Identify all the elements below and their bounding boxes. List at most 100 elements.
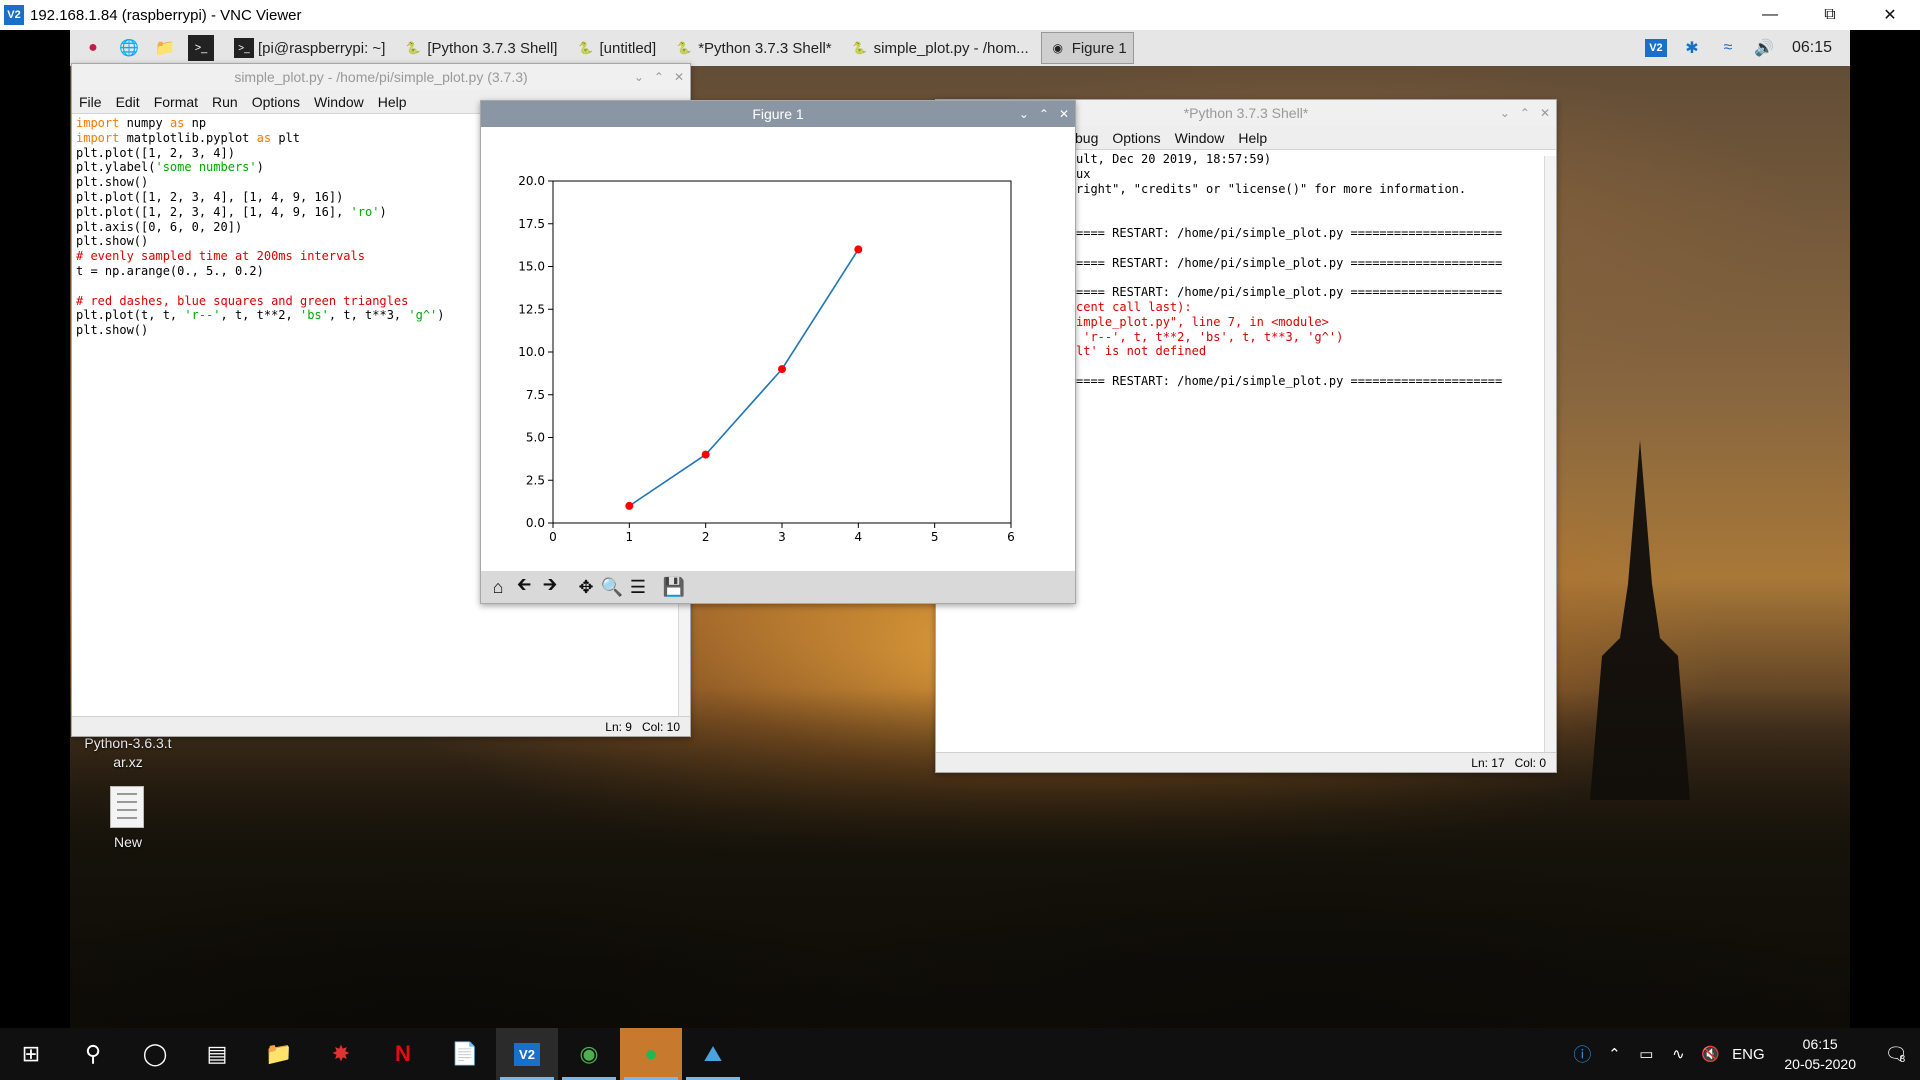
chrome-icon[interactable]: ◉ — [558, 1028, 620, 1080]
cortana-icon[interactable]: ◯ — [142, 1041, 168, 1066]
terminal-icon: >_ — [234, 38, 254, 58]
shell-line — [1076, 211, 1552, 226]
back-icon[interactable]: 🡰 — [516, 574, 532, 594]
bluetooth-icon[interactable]: ✱ — [1685, 40, 1699, 57]
editor-menu-file[interactable]: File — [79, 93, 102, 110]
maximize-icon[interactable]: ⌃ — [1519, 106, 1530, 120]
wifi-icon[interactable]: ≈ — [1723, 39, 1733, 56]
pi-task-3[interactable]: 🐍 *Python 3.7.3 Shell* — [668, 32, 837, 64]
plot-frame — [552, 180, 1012, 524]
file-explorer-icon[interactable]: 📁 — [265, 1041, 293, 1066]
shell-menu-window[interactable]: Window — [1174, 129, 1225, 146]
zoom-icon[interactable]: 🔍 — [600, 576, 624, 597]
matplotlib-icon: ◉ — [1052, 41, 1063, 55]
editor-menu-help[interactable]: Help — [377, 93, 407, 110]
pi-task-label: simple_plot.py - /hom... — [873, 39, 1029, 57]
x-tick-label: 0 — [549, 530, 557, 544]
vnc-viewer-icon[interactable]: V2 — [496, 1028, 558, 1080]
vnc-logo-icon: V2 — [4, 5, 24, 25]
terminal-icon[interactable]: >_ — [188, 35, 214, 61]
forward-icon[interactable]: 🡲 — [542, 574, 558, 594]
chevron-down-icon[interactable]: ⌄ — [1018, 107, 1029, 121]
pi-task-label: Figure 1 — [1071, 39, 1127, 57]
pi-task-4[interactable]: 🐍 simple_plot.py - /hom... — [844, 32, 1035, 64]
web-browser-icon[interactable]: 🌐 — [119, 40, 139, 57]
editor-menu-edit[interactable]: Edit — [115, 93, 140, 110]
code-line: plt.show() — [76, 175, 149, 190]
vnc-tray-icon[interactable]: V2 — [1638, 30, 1674, 66]
pi-task-5[interactable]: ◉ Figure 1 — [1040, 32, 1134, 64]
pi-task-label: [Python 3.7.3 Shell] — [427, 39, 558, 57]
save-icon[interactable]: 💾 — [662, 576, 686, 597]
pi-task-1[interactable]: 🐍 [Python 3.7.3 Shell] — [397, 32, 563, 64]
sticky-folder-icon[interactable]: 📄 — [451, 1041, 479, 1066]
code-line: plt.plot([1, 2, 3, 4]) — [76, 145, 235, 160]
windows-tray: ⓘ ⌃ ▭ ∿ 🔇 ENG 06:15 20-05-2020 🗨 8 — [1566, 1028, 1920, 1080]
y-tick-label: 2.5 — [526, 473, 545, 487]
line-chart: 0 1 2 3 4 5 6 0.0 2.5 5.0 7.5 10.0 12.5 15.0 17.5 20.0 — [481, 127, 1075, 571]
notifications-icon[interactable]: 🗨 8 — [1884, 1043, 1908, 1065]
help-icon[interactable]: ⓘ — [1573, 1045, 1592, 1065]
editor-menu-format[interactable]: Format — [153, 93, 199, 110]
editor-menu-options[interactable]: Options — [251, 93, 300, 110]
shell-output-area[interactable]: ult, Dec 20 2019, 18:57:59) ux right", "cr… — [936, 150, 1556, 391]
photos-icon[interactable]: ⛰ — [682, 1028, 744, 1080]
chevron-down-icon[interactable]: ⌄ — [1499, 106, 1510, 120]
close-icon[interactable]: ✕ — [1058, 107, 1069, 121]
code-line: plt.ylabel('some numbers') — [76, 160, 264, 175]
home-icon[interactable]: ⌂ — [492, 576, 504, 597]
volume-icon[interactable]: 🔊 — [1753, 40, 1774, 57]
figure-toolbar: ⌂ 🡰 🡲 ✥ 🔍 ☰ 💾 — [481, 571, 1075, 603]
code-line: plt.plot(t, t, 'r--', t, t**2, 'bs', t, … — [76, 308, 445, 323]
shell-line: right", "credits" or "license()" for mor… — [1076, 181, 1467, 196]
code-line: import numpy as np — [76, 116, 207, 130]
task-view-icon[interactable]: ▤ — [206, 1041, 228, 1066]
pagoda-silhouette — [1590, 440, 1690, 800]
python-icon: 🐍 — [405, 41, 421, 55]
shell-menu-bug[interactable]: bug — [1075, 129, 1099, 146]
code-line: t = np.arange(0., 5., 0.2) — [76, 263, 264, 278]
network-icon[interactable]: ∿ — [1672, 1046, 1685, 1063]
search-icon[interactable]: ⚲ — [84, 1041, 102, 1066]
desktop-new-label[interactable]: New — [113, 834, 142, 850]
language-indicator[interactable]: ENG — [1732, 1045, 1765, 1063]
start-icon[interactable]: ⊞ — [21, 1041, 41, 1066]
y-tick-label: 20.0 — [518, 174, 545, 188]
windows-clock[interactable]: 06:15 20-05-2020 — [1784, 1036, 1856, 1072]
close-icon[interactable]: ✕ — [1539, 106, 1550, 120]
close-icon[interactable]: ✕ — [673, 70, 684, 84]
configure-subplots-icon[interactable]: ☰ — [629, 576, 647, 597]
shell-menu-options[interactable]: Options — [1112, 129, 1161, 146]
battery-icon[interactable]: ▭ — [1639, 1046, 1654, 1063]
close-icon[interactable]: ✕ — [1883, 7, 1897, 24]
shell-menu-help[interactable]: Help — [1238, 129, 1268, 146]
maximize-icon[interactable]: ⌃ — [653, 70, 664, 84]
chevron-down-icon[interactable]: ⌄ — [633, 70, 644, 84]
figure-title-bar[interactable]: Figure 1 ⌄ ⌃ ✕ — [481, 101, 1075, 127]
desktop-file-label[interactable]: Python-3.6.3.t ar.xz — [84, 735, 172, 770]
shell-line: ==== RESTART: /home/pi/simple_plot.py ==… — [1076, 373, 1503, 388]
minimize-icon[interactable]: — — [1762, 6, 1778, 23]
editor-code-area[interactable]: import numpy as np import matplotlib.pypl… — [72, 114, 690, 340]
chevron-up-icon[interactable]: ⌃ — [1608, 1046, 1621, 1063]
file-manager-icon[interactable]: 📁 — [155, 40, 175, 57]
pan-icon[interactable]: ✥ — [578, 576, 594, 597]
editor-menu-run[interactable]: Run — [212, 93, 238, 110]
editor-title-bar[interactable]: simple_plot.py - /home/pi/simple_plot.py… — [72, 64, 690, 90]
new-file-icon[interactable] — [110, 786, 144, 828]
shell-scrollbar[interactable] — [1544, 156, 1556, 752]
maximize-icon[interactable]: ⌃ — [1038, 107, 1049, 121]
pi-task-2[interactable]: 🐍 [untitled] — [569, 32, 662, 64]
netflix-icon[interactable]: N — [395, 1041, 411, 1066]
raspberry-menu-icon[interactable]: ● — [88, 39, 98, 56]
shell-line: 'r--', t, t**2, 'bs', t, t**3, 'g^') — [1076, 329, 1344, 344]
editor-menu-window[interactable]: Window — [313, 93, 364, 110]
pi-task-0[interactable]: >_ [pi@raspberrypi: ~] — [228, 32, 391, 64]
y-tick-label: 12.5 — [518, 302, 545, 316]
restore-icon[interactable]: ⧉ — [1824, 6, 1836, 23]
app-icon[interactable]: ✸ — [331, 1041, 351, 1066]
mute-icon[interactable]: 🔇 — [1701, 1046, 1720, 1063]
spotify-icon[interactable]: ● — [620, 1028, 682, 1080]
shell-line: ==== RESTART: /home/pi/simple_plot.py ==… — [1076, 285, 1503, 300]
y-tick-label: 0.0 — [526, 516, 545, 530]
